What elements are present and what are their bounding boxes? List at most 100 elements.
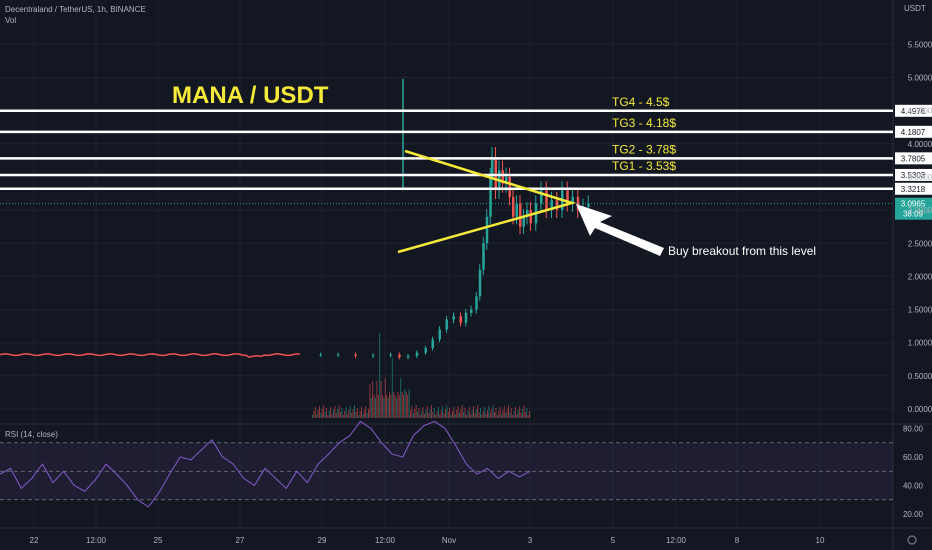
volume-bar <box>503 406 505 418</box>
volume-bar <box>390 395 392 418</box>
candle-body <box>337 354 340 356</box>
volume-bar <box>523 405 525 418</box>
volume-bar <box>317 410 319 418</box>
currency-label[interactable]: USDT <box>904 4 926 13</box>
volume-bar <box>524 412 526 418</box>
rsi-tick-label-3: 20.00 <box>903 510 924 519</box>
volume-bar <box>398 395 400 418</box>
time-tick-label-10: 8 <box>735 536 740 545</box>
volume-bar <box>334 406 336 418</box>
volume-bar <box>529 411 530 418</box>
volume-bar <box>485 414 487 418</box>
price-tick-label-1: 5.0000 <box>908 74 932 83</box>
volume-bar <box>502 410 504 418</box>
volume-bar <box>440 410 442 418</box>
volume-bar <box>347 414 348 418</box>
volume-bar <box>457 406 459 418</box>
price-tick-label-0: 5.5000 <box>908 40 932 49</box>
symbol-title[interactable]: Decentraland / TetherUS, 1h, BINANCE <box>5 5 146 14</box>
volume-bar <box>316 414 318 418</box>
candle-body <box>372 355 375 357</box>
volume-bar <box>344 411 346 418</box>
volume-bar <box>394 395 396 418</box>
volume-bar <box>519 406 521 418</box>
candle-body <box>389 354 392 356</box>
candle-body <box>475 296 478 310</box>
time-tick-label-4: 29 <box>318 536 327 545</box>
candle-body <box>501 170 504 184</box>
volume-indicator-label[interactable]: Vol <box>5 16 17 25</box>
volume-bar <box>321 409 323 418</box>
volume-bar <box>363 410 365 418</box>
breakout-arrow <box>576 204 664 256</box>
volume-bar <box>526 408 528 418</box>
price-tick-label-3: 4.0000 <box>908 140 932 149</box>
volume-bar <box>345 407 347 418</box>
level-annotation-0: TG4 - 4.5$ <box>612 95 670 109</box>
volume-bar <box>478 412 480 418</box>
volume-bar <box>366 413 368 418</box>
volume-bar <box>330 407 332 418</box>
volume-bar <box>323 405 325 418</box>
volume-bar <box>463 412 465 418</box>
volume-bar <box>386 395 388 418</box>
volume-bar <box>450 415 452 418</box>
rsi-line <box>0 420 531 508</box>
settings-gear-icon <box>907 535 917 545</box>
volume-bar <box>391 358 393 418</box>
volume-bar <box>461 405 463 418</box>
volume-bar <box>352 409 354 418</box>
volume-bar <box>453 407 455 418</box>
volume-bar <box>327 415 329 418</box>
volume-bar <box>396 398 397 418</box>
volume-bar <box>411 406 413 418</box>
volume-bar <box>372 381 374 418</box>
volume-bar <box>369 384 371 418</box>
volume-bar <box>436 411 438 418</box>
volume-bar <box>415 405 417 418</box>
rsi-indicator-label[interactable]: RSI (14, close) <box>5 430 58 439</box>
volume-bar <box>498 411 500 418</box>
candle-body <box>515 203 518 217</box>
volume-bar <box>335 413 337 418</box>
volume-bar <box>460 409 462 418</box>
level-price-label-0: 4.4976 <box>901 107 926 116</box>
level-price-label-3: 3.5303 <box>901 171 926 180</box>
time-tick-label-8: 5 <box>611 536 616 545</box>
volume-bar <box>312 415 313 418</box>
volume-bar <box>341 408 343 418</box>
candle-body <box>489 176 492 217</box>
volume-bar <box>382 395 383 418</box>
triangle-pattern <box>397 149 577 254</box>
price-tick-label-4: 3.5000 <box>908 173 932 182</box>
volume-bar <box>467 411 469 418</box>
candle-body <box>576 196 580 211</box>
time-tick-label-11: 10 <box>816 536 825 545</box>
time-tick-label-1: 12:00 <box>86 536 107 545</box>
volume-bar <box>424 414 425 418</box>
volume-bar <box>499 407 501 418</box>
volume-bar <box>470 414 472 418</box>
volume-bar <box>349 406 351 418</box>
candle-body <box>319 354 322 356</box>
price-tick-label-2: 4.5000 <box>908 107 932 116</box>
volume-bar <box>439 414 441 418</box>
volume-bar <box>404 389 406 418</box>
time-tick-label-0: 22 <box>30 536 39 545</box>
volume-bar <box>442 406 444 418</box>
candle-body <box>438 329 441 340</box>
volume-bar <box>517 410 519 418</box>
volume-bar <box>494 412 495 418</box>
volume-bar <box>480 408 481 418</box>
volume-bar <box>351 413 353 418</box>
candle-body <box>505 176 508 184</box>
chart-header: Decentraland / TetherUS, 1h, BINANCE Vol <box>5 4 146 26</box>
candle-body <box>445 319 448 330</box>
rsi-tick-label-2: 40.00 <box>903 482 924 491</box>
candle-body <box>550 200 553 211</box>
price-tick-label-5: 3.0000 <box>908 206 932 215</box>
volume-bar <box>324 412 326 418</box>
volume-bar <box>422 407 424 418</box>
volume-bar <box>376 381 378 418</box>
